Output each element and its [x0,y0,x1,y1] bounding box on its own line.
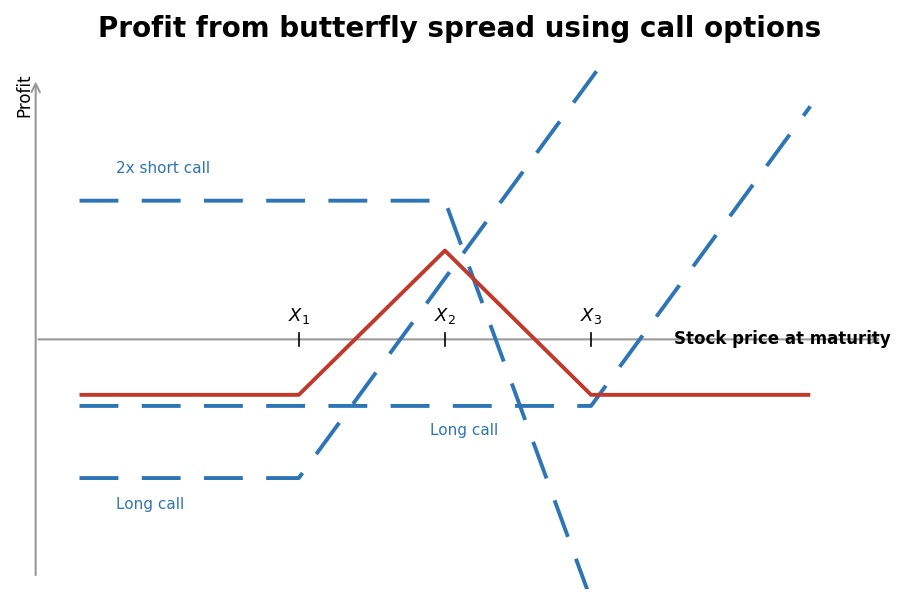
Text: Long call: Long call [430,423,498,437]
Title: Profit from butterfly spread using call options: Profit from butterfly spread using call … [98,15,821,43]
Text: $X_3$: $X_3$ [580,306,602,326]
Text: $X_1$: $X_1$ [288,306,310,326]
Text: Long call: Long call [116,498,184,512]
Text: $X_2$: $X_2$ [434,306,456,326]
Text: Stock price at maturity: Stock price at maturity [674,330,891,349]
Text: 2x short call: 2x short call [116,161,210,176]
Text: Profit: Profit [16,73,34,117]
